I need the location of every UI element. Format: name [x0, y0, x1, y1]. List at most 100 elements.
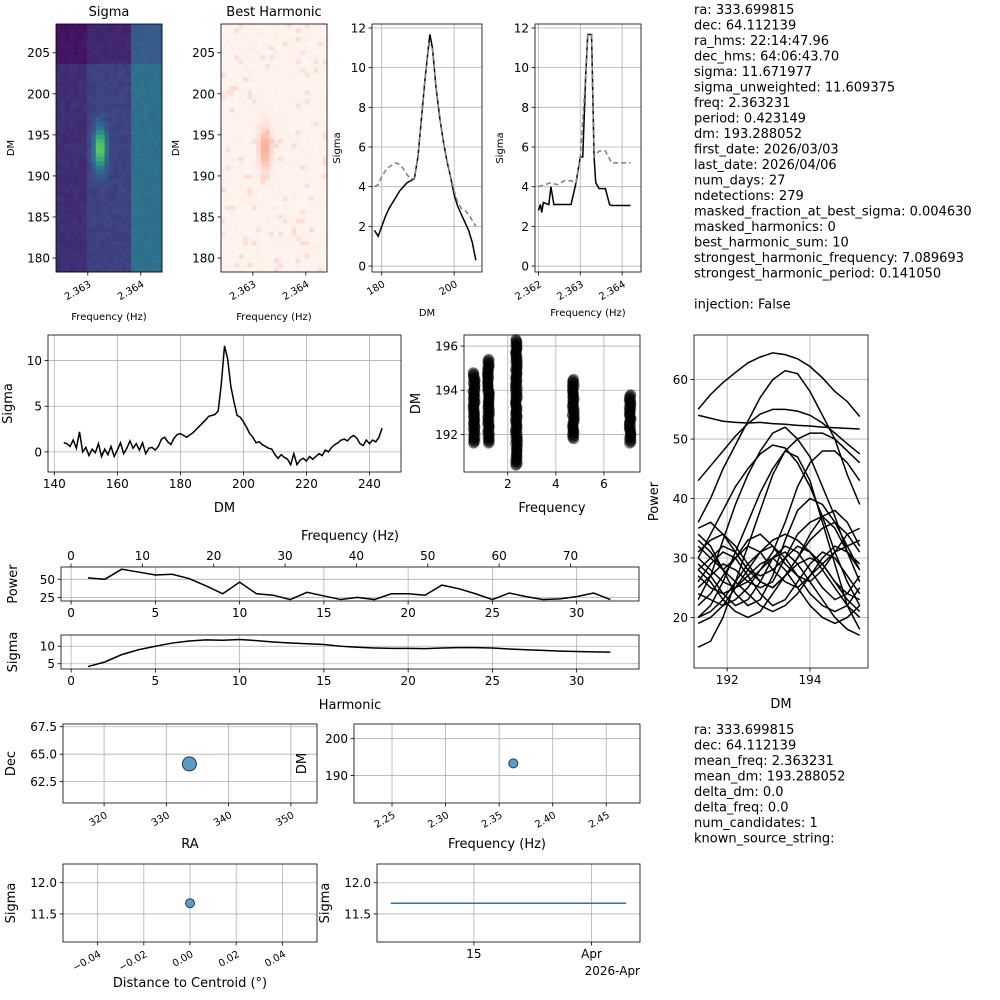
best_harmonic_map-cell	[225, 28, 231, 34]
best_harmonic_map-cell	[318, 161, 323, 167]
best_harmonic_map-cell	[238, 108, 244, 113]
sigma_map-cell	[73, 201, 79, 206]
sigma_map-cell	[86, 134, 92, 140]
best_harmonic_map-cell	[304, 55, 310, 60]
sigma_map-cell	[135, 267, 141, 273]
dm_vs_frequency_detections-point	[624, 423, 636, 435]
best_harmonic_map-cell	[300, 165, 306, 171]
sigma_map-cell	[73, 99, 79, 105]
sigma_map-cell	[135, 112, 141, 118]
sigma_vs_dm_zoom-ytick-label: 6	[358, 141, 366, 155]
sigma_map-cell	[113, 143, 119, 149]
best_harmonic_map-cell	[265, 210, 270, 215]
best_harmonic_map-cell	[269, 41, 275, 47]
best_harmonic_map-cell	[225, 223, 231, 229]
dm_vs_frequency_detections-point	[482, 371, 494, 383]
best_harmonic_map-cell	[221, 72, 226, 78]
best_harmonic_map-cell	[238, 121, 244, 127]
best_harmonic_map-cell	[300, 37, 306, 43]
sigma_map-cell	[60, 143, 66, 149]
best_harmonic_map-cell	[296, 223, 301, 229]
sigma_map-cell	[139, 196, 145, 202]
sigma_map-cell	[86, 174, 92, 180]
best_harmonic_map-cell	[269, 90, 275, 96]
best_harmonic_map-cell	[287, 156, 293, 162]
best_harmonic_map-cell	[313, 205, 319, 211]
sigma_map-cell	[78, 103, 83, 109]
sigma_map-cell	[91, 68, 97, 74]
sigma_map-cell	[100, 196, 105, 202]
best_harmonic_map-cell	[243, 77, 248, 82]
sigma_map-cell	[139, 218, 145, 224]
sigma_map-cell	[78, 156, 83, 162]
best_harmonic_map-cell	[274, 41, 279, 47]
best_harmonic_map-cell	[234, 183, 240, 189]
sigma_map-cell	[82, 156, 88, 162]
info-top-line: num_days: 27	[694, 174, 785, 189]
sigma_map-cell	[104, 125, 110, 131]
sigma_map-cell	[131, 143, 136, 149]
sigma_map-ytick-label: 185	[27, 210, 50, 224]
dm_vs_frequency_detections-point	[511, 448, 523, 460]
sigma_map-cell	[148, 174, 154, 180]
sigma_map-cell	[100, 165, 105, 171]
best_harmonic_map-cell	[291, 210, 297, 215]
sigma_vs_dm_zoom-xlabel: DM	[419, 308, 435, 319]
sigma_map-cell	[157, 46, 163, 51]
sigma_map-cell	[139, 32, 145, 38]
dm_vs_frequency_detections-point	[469, 380, 481, 392]
sigma_vs_dm_zoom-frame	[371, 23, 483, 273]
sigma_map-cell	[100, 263, 105, 268]
best_harmonic_map-cell	[274, 148, 279, 153]
dm_vs_frequency_detections-point	[468, 416, 480, 428]
sigma_map-cell	[144, 179, 150, 184]
dm_vs_frequency_detections-point	[511, 376, 523, 388]
sigma_map-cell	[64, 63, 70, 69]
sigma_map-cell	[69, 55, 75, 60]
dm_vs_frequency_detections-point	[482, 395, 494, 407]
best_harmonic_map-cell	[291, 201, 297, 206]
sigma_map-cell	[122, 245, 128, 251]
dm_vs_frequency_detections-point	[468, 377, 480, 389]
sigma_map-cell	[82, 117, 88, 122]
sigma_map-cell	[56, 55, 61, 60]
sigma_map-cell	[73, 130, 79, 136]
best_harmonic_map-cell	[282, 81, 288, 87]
sigma_map-cell	[144, 81, 150, 87]
sigma_map-cell	[86, 103, 92, 109]
sigma_vs_dm_zoom-xtick-label: 180	[365, 279, 387, 298]
best_harmonic_map-cell	[318, 214, 323, 220]
best_harmonic_map-cell	[318, 41, 323, 47]
best_harmonic_map-cell	[291, 46, 297, 51]
dm_vs_frequency_detections-point	[510, 407, 522, 419]
dm_vs_frequency_detections-point	[511, 428, 523, 440]
sigma_map-cell	[135, 187, 141, 193]
sigma_map-cell	[69, 28, 75, 34]
best_harmonic_map-cell	[238, 241, 244, 246]
sigma_map-cell	[69, 37, 75, 43]
sigma_map-cell	[144, 232, 150, 237]
sigma_map-cell	[64, 245, 70, 251]
best_harmonic_map-cell	[274, 108, 279, 113]
best_harmonic_map-cell	[318, 55, 323, 60]
best_harmonic_map-cell	[278, 32, 284, 38]
best_harmonic_map-cell	[278, 72, 284, 78]
sigma_map-cell	[64, 263, 70, 268]
sigma_map-cell	[157, 267, 163, 273]
best_harmonic_map-cell	[243, 245, 248, 251]
power_vs_harmonic-top-xtick-label: 40	[349, 549, 364, 563]
best_harmonic_map-cell	[243, 218, 248, 224]
sigma_map-cell	[64, 72, 70, 78]
sigma_map-cell	[104, 161, 110, 167]
sigma_map-cell	[113, 41, 119, 47]
dm_vs_frequency_centroid-point	[508, 758, 519, 769]
best_harmonic_map-cell	[318, 28, 323, 34]
best_harmonic_map-cell	[313, 112, 319, 118]
best_harmonic_map-cell	[309, 86, 315, 91]
sigma_map-cell	[117, 258, 123, 264]
best_harmonic_map-cell	[251, 59, 257, 65]
best_harmonic_map-cell	[251, 99, 257, 105]
best_harmonic_map-cell	[265, 201, 270, 206]
sigma_map-cell	[100, 125, 105, 131]
best_harmonic_map-cell	[318, 68, 323, 74]
